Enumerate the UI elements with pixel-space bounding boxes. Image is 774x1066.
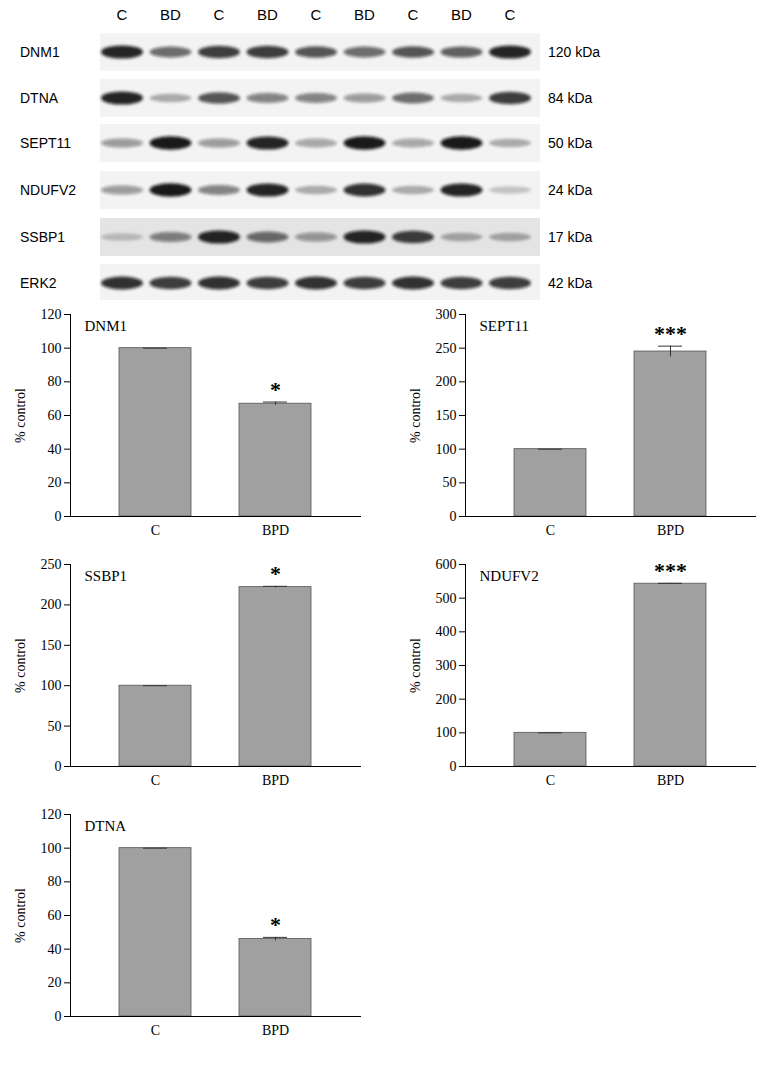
svg-text:BD: BD: [257, 6, 278, 23]
svg-text:% control: % control: [13, 888, 28, 943]
svg-text:C: C: [546, 523, 555, 538]
svg-text:BPD: BPD: [657, 773, 684, 788]
svg-text:42 kDa: 42 kDa: [548, 275, 593, 291]
svg-text:SSBP1: SSBP1: [85, 568, 128, 584]
svg-text:*: *: [270, 561, 281, 586]
svg-text:DTNA: DTNA: [20, 90, 59, 106]
svg-text:*: *: [270, 912, 281, 937]
svg-text:120: 120: [41, 807, 62, 822]
svg-text:100: 100: [436, 442, 457, 457]
svg-text:50: 50: [443, 475, 457, 490]
svg-text:150: 150: [41, 638, 62, 653]
svg-text:200: 200: [436, 692, 457, 707]
svg-text:100: 100: [436, 725, 457, 740]
svg-text:200: 200: [436, 374, 457, 389]
svg-text:C: C: [311, 6, 322, 23]
svg-text:DTNA: DTNA: [85, 818, 127, 834]
svg-text:0: 0: [55, 509, 62, 524]
svg-text:SEPT11: SEPT11: [480, 318, 529, 334]
svg-text:60: 60: [48, 908, 62, 923]
svg-text:SSBP1: SSBP1: [20, 229, 65, 245]
svg-text:DNM1: DNM1: [20, 44, 60, 60]
svg-text:300: 300: [436, 307, 457, 322]
svg-text:% control: % control: [13, 638, 28, 693]
svg-text:250: 250: [436, 341, 457, 356]
svg-text:BD: BD: [451, 6, 472, 23]
svg-text:C: C: [151, 523, 160, 538]
svg-text:250: 250: [41, 557, 62, 572]
svg-text:C: C: [546, 773, 555, 788]
svg-text:100: 100: [41, 841, 62, 856]
svg-text:40: 40: [48, 442, 62, 457]
svg-text:% control: % control: [13, 388, 28, 443]
svg-text:150: 150: [436, 408, 457, 423]
svg-text:60: 60: [48, 408, 62, 423]
svg-text:120 kDa: 120 kDa: [548, 44, 600, 60]
svg-text:C: C: [408, 6, 419, 23]
svg-text:120: 120: [41, 307, 62, 322]
svg-text:***: ***: [654, 558, 687, 583]
svg-text:NDUFV2: NDUFV2: [480, 568, 539, 584]
svg-text:100: 100: [41, 341, 62, 356]
svg-text:BPD: BPD: [262, 523, 289, 538]
svg-text:84 kDa: 84 kDa: [548, 90, 593, 106]
svg-text:500: 500: [436, 591, 457, 606]
svg-text:50: 50: [48, 719, 62, 734]
svg-text:400: 400: [436, 624, 457, 639]
svg-text:0: 0: [55, 1009, 62, 1024]
svg-text:200: 200: [41, 597, 62, 612]
svg-text:C: C: [505, 6, 516, 23]
svg-text:80: 80: [48, 874, 62, 889]
svg-text:80: 80: [48, 374, 62, 389]
svg-text:0: 0: [450, 509, 457, 524]
svg-text:BPD: BPD: [262, 1023, 289, 1038]
svg-text:BPD: BPD: [262, 773, 289, 788]
svg-text:300: 300: [436, 658, 457, 673]
svg-text:0: 0: [55, 759, 62, 774]
svg-text:50 kDa: 50 kDa: [548, 135, 593, 151]
svg-text:***: ***: [654, 321, 687, 346]
svg-text:% control: % control: [408, 638, 423, 693]
svg-text:NDUFV2: NDUFV2: [20, 182, 76, 198]
svg-text:C: C: [151, 773, 160, 788]
svg-text:100: 100: [41, 678, 62, 693]
svg-text:600: 600: [436, 557, 457, 572]
svg-text:C: C: [214, 6, 225, 23]
svg-text:0: 0: [450, 759, 457, 774]
svg-text:BPD: BPD: [657, 523, 684, 538]
svg-text:C: C: [117, 6, 128, 23]
svg-text:20: 20: [48, 475, 62, 490]
svg-text:40: 40: [48, 942, 62, 957]
svg-text:% control: % control: [408, 388, 423, 443]
svg-text:24 kDa: 24 kDa: [548, 182, 593, 198]
svg-text:C: C: [151, 1023, 160, 1038]
svg-text:*: *: [270, 377, 281, 402]
svg-text:20: 20: [48, 975, 62, 990]
svg-text:ERK2: ERK2: [20, 275, 57, 291]
svg-text:BD: BD: [160, 6, 181, 23]
svg-text:SEPT11: SEPT11: [20, 135, 71, 151]
svg-text:BD: BD: [354, 6, 375, 23]
svg-text:DNM1: DNM1: [85, 318, 128, 334]
svg-text:17 kDa: 17 kDa: [548, 229, 593, 245]
